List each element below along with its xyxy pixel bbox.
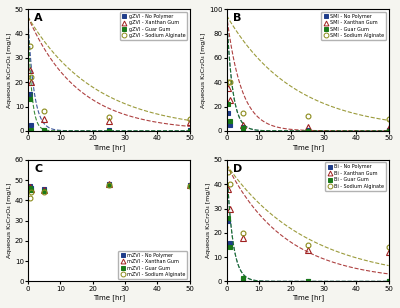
X-axis label: Time [hr]: Time [hr] — [93, 144, 125, 151]
Text: D: D — [233, 164, 242, 174]
X-axis label: Time [hr]: Time [hr] — [292, 294, 324, 301]
Y-axis label: Aqueous K₂Cr₂O₄ [mg/L]: Aqueous K₂Cr₂O₄ [mg/L] — [201, 32, 206, 108]
Legend: SMI - No Polymer, SMI - Xanthan Gum, SMI - Guar Gum, SMI - Sodium Alginate: SMI - No Polymer, SMI - Xanthan Gum, SMI… — [321, 12, 386, 40]
Y-axis label: Aqueous K₂Cr₂O₄ [mg/L]: Aqueous K₂Cr₂O₄ [mg/L] — [7, 32, 12, 108]
Legend: gZVI - No Polymer, gZVI - Xanthan Gum, gZVI - Guar Gum, gZVI - Sodium Alginate: gZVI - No Polymer, gZVI - Xanthan Gum, g… — [120, 12, 188, 40]
Y-axis label: Aqueous K₂Cr₂O₄ [mg/L]: Aqueous K₂Cr₂O₄ [mg/L] — [206, 183, 211, 258]
Text: A: A — [34, 13, 43, 23]
Text: C: C — [34, 164, 42, 174]
X-axis label: Time [hr]: Time [hr] — [93, 294, 125, 301]
Y-axis label: Aqueous K₂Cr₂O₄ [mg/L]: Aqueous K₂Cr₂O₄ [mg/L] — [7, 183, 12, 258]
Legend: mZVI - No Polymer, mZVI - Xanthan Gum, mZVI - Guar Gum, mZVI - Sodium Alginate: mZVI - No Polymer, mZVI - Xanthan Gum, m… — [118, 251, 188, 279]
Text: B: B — [233, 13, 242, 23]
Legend: Bi - No Polymer, Bi - Xanthan Gum, Bi - Guar Gum, Bi - Sodium Alginate: Bi - No Polymer, Bi - Xanthan Gum, Bi - … — [325, 162, 386, 191]
X-axis label: Time [hr]: Time [hr] — [292, 144, 324, 151]
